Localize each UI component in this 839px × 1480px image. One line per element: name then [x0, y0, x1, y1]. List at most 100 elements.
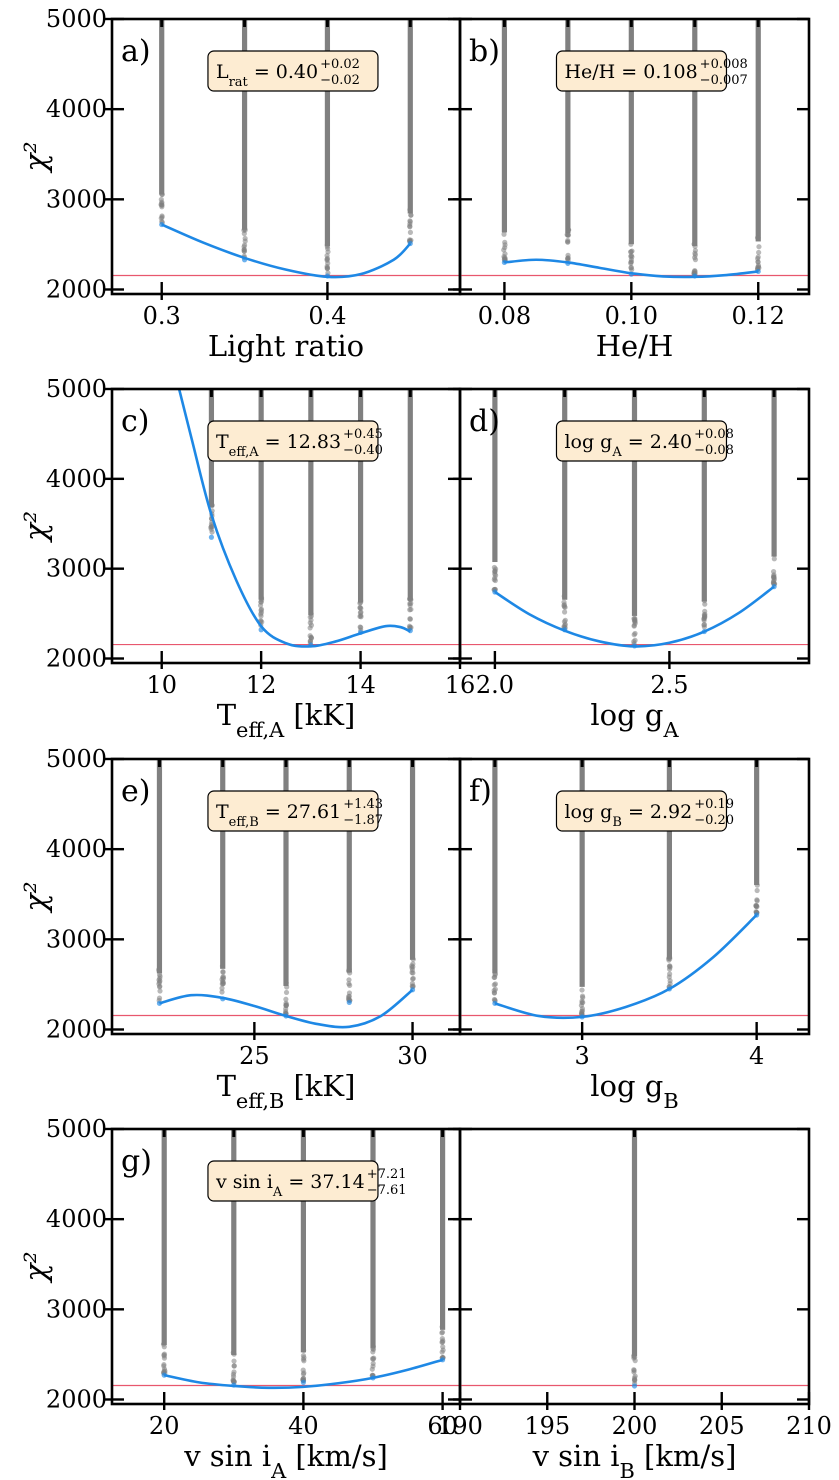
best-fit-lower-error: −0.08 — [694, 443, 734, 458]
y-tick-label: 5000 — [46, 375, 107, 403]
grid-point-band — [308, 389, 314, 616]
grid-point — [157, 988, 163, 994]
grid-point — [156, 967, 162, 973]
best-fit-value: v sin iA = 37.14 — [215, 1171, 365, 1200]
grid-point — [220, 974, 226, 980]
x-tick-label: 190 — [437, 1412, 483, 1440]
grid-point-column — [561, 389, 568, 633]
best-fit-value: log gA = 2.40 — [564, 431, 692, 460]
best-fit-box: He/H = 0.108 +0.008−0.007 — [555, 50, 748, 92]
grid-point — [308, 611, 314, 617]
grid-point — [579, 1010, 585, 1016]
panel-label: b) — [469, 34, 500, 69]
best-fit-upper-error: +0.45 — [343, 427, 383, 442]
grid-point — [692, 257, 699, 263]
grid-point — [408, 212, 414, 218]
panel-c: 5000 4000 3000 2000 10 12 14 16 Teff,A [kK] χ² c) T… — [19, 375, 475, 742]
x-tick-label: 2.0 — [476, 671, 514, 699]
x-tick-label: 12 — [246, 671, 277, 699]
grid-point-band — [692, 19, 698, 246]
grid-point — [491, 564, 498, 571]
grid-point — [632, 619, 638, 625]
grid-point-band — [754, 759, 760, 885]
x-axis-label: Light ratio — [208, 329, 364, 363]
panel-label: d) — [469, 404, 500, 439]
grid-point — [230, 1371, 237, 1377]
grid-point — [209, 502, 215, 508]
grid-point — [219, 985, 225, 991]
grid-point-column — [283, 759, 290, 1019]
best-fit-lower-error: −0.007 — [700, 73, 748, 88]
grid-point — [492, 972, 498, 978]
grid-point-band — [231, 1129, 237, 1356]
y-axis-label: χ² — [19, 1251, 54, 1283]
y-tick-label: 3000 — [46, 555, 107, 583]
grid-point — [241, 227, 247, 233]
grid-point — [631, 1377, 638, 1383]
fit-curve — [159, 988, 414, 1029]
grid-point — [407, 607, 413, 613]
grid-point — [754, 897, 760, 903]
grid-point-column — [439, 1129, 446, 1363]
panel-b: 0.08 0.10 0.12 He/H b) He/H = 0.108 +0.008−0.0… — [453, 17, 811, 363]
y-tick-label: 3000 — [46, 185, 107, 213]
grid-point — [258, 599, 264, 605]
x-tick-label: 210 — [786, 1412, 832, 1440]
panel-e: 5000 4000 3000 2000 25 30 Teff,B [kK] χ² e) Teff,… — [19, 745, 462, 1113]
plot-area — [112, 19, 460, 279]
best-fit-box-bg — [207, 420, 379, 462]
grid-point-column — [156, 759, 163, 1006]
grid-point-column — [406, 19, 414, 247]
grid-point — [307, 625, 313, 631]
grid-point-band — [283, 759, 289, 986]
y-tick-label: 4000 — [46, 1205, 107, 1233]
grid-point — [565, 232, 571, 238]
best-fit-lower-error: −0.20 — [694, 813, 734, 828]
best-fit-upper-error: +0.008 — [700, 57, 748, 72]
grid-point — [159, 213, 165, 219]
panel-f: 3 4 log gB f) log gB = 2.92 +0.19−0.20 — [453, 757, 811, 1113]
grid-point — [632, 630, 638, 637]
grid-point — [562, 621, 568, 627]
plot-area — [112, 1129, 460, 1390]
grid-point — [491, 990, 497, 996]
grid-point — [258, 607, 264, 613]
grid-point-band — [666, 759, 672, 959]
grid-point — [283, 980, 289, 986]
y-tick-label: 5000 — [46, 745, 107, 773]
grid-point — [357, 605, 363, 611]
grid-point — [157, 983, 163, 989]
grid-point — [407, 207, 413, 213]
best-fit-upper-error: +0.08 — [694, 427, 734, 442]
grid-point-band — [370, 1129, 376, 1348]
grid-point-column — [753, 759, 760, 918]
grid-point-band — [407, 389, 413, 601]
grid-point — [628, 260, 634, 266]
best-fit-box: Lrat = 0.40 +0.02−0.02 — [207, 50, 379, 92]
grid-point — [491, 577, 497, 583]
grid-point — [357, 624, 363, 630]
fit-curve — [494, 914, 758, 1020]
grid-point — [370, 1363, 376, 1369]
plot-area — [460, 389, 809, 649]
grid-point — [357, 599, 364, 606]
y-axis-label: χ² — [19, 511, 54, 543]
x-tick-label: 60 — [427, 1412, 458, 1440]
y-tick-label: 5000 — [46, 5, 107, 33]
grid-point-band — [565, 19, 571, 234]
y-tick-label: 4000 — [46, 95, 107, 123]
x-axis-label: v sin iA [km/s] — [183, 1439, 388, 1480]
grid-point-column — [770, 389, 778, 590]
fit-curve — [163, 1358, 443, 1390]
grid-point-min — [346, 999, 352, 1006]
grid-point — [157, 975, 163, 982]
grid-point — [160, 1341, 167, 1347]
grid-point — [283, 1002, 290, 1008]
grid-point — [301, 1347, 307, 1353]
grid-point-column — [324, 19, 331, 279]
y-tick-label: 2000 — [46, 1385, 107, 1413]
grid-point — [492, 966, 498, 973]
plot-area — [460, 19, 809, 279]
grid-point-column — [491, 389, 499, 595]
best-fit-value: log gB = 2.92 — [564, 801, 692, 830]
